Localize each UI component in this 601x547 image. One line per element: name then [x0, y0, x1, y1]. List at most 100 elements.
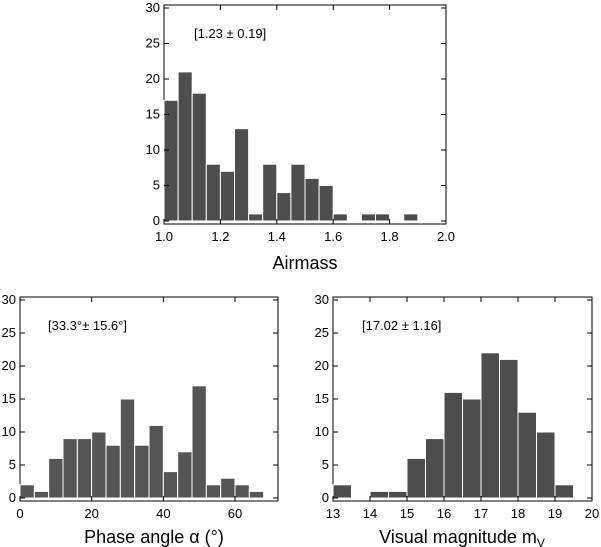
airmass-bar — [205, 163, 221, 222]
phase-angle-y-tick-label: 5 — [9, 457, 16, 472]
visual-magnitude-x-tick-label: 16 — [437, 506, 451, 521]
phase-angle-bar — [33, 490, 50, 499]
visual-magnitude-y-tick-label: 10 — [315, 424, 329, 439]
phase-angle-x-axis: 0 20 40 60 — [16, 297, 242, 521]
phase-angle-bar — [177, 451, 193, 499]
visual-magnitude-x-tick-label: 15 — [400, 506, 414, 521]
airmass-y-tick-label: 30 — [146, 0, 160, 15]
phase-angle-y-axis: 0 5 10 15 20 25 30 — [2, 292, 278, 505]
visual-magnitude-bar — [554, 484, 574, 499]
airmass-y-tick-label: 0 — [153, 213, 160, 228]
phase-angle-x-tick-label: 60 — [228, 506, 242, 521]
phase-angle-bar — [19, 484, 35, 499]
airmass-bar — [262, 163, 278, 222]
visual-magnitude-x-tick-label: 13 — [326, 506, 340, 521]
airmass-x-tick-label: 1.2 — [211, 229, 229, 244]
phase-angle-bar — [234, 484, 250, 499]
phase-angle-bar — [76, 438, 93, 499]
airmass-x-tick-label: 1.4 — [268, 229, 286, 244]
visual-magnitude-bar — [425, 438, 445, 499]
airmass-bar — [177, 71, 193, 222]
airmass-bar — [318, 185, 334, 222]
visual-magnitude-y-tick-label: 0 — [322, 490, 329, 505]
visual-magnitude-x-axis-title: Visual magnitude mV — [379, 527, 545, 547]
phase-angle-bar — [91, 431, 107, 499]
visual-magnitude-bar — [443, 391, 463, 499]
phase-angle-y-tick-label: 25 — [2, 325, 16, 340]
phase-angle-bar — [105, 444, 121, 499]
phase-angle-y-tick-label: 30 — [2, 292, 16, 307]
visual-magnitude-bar — [369, 490, 389, 499]
visual-magnitude-y-tick-label: 20 — [315, 358, 329, 373]
visual-magnitude-bar — [499, 358, 519, 499]
phase-angle-y-tick-label: 15 — [2, 391, 16, 406]
phase-angle-x-tick-label: 0 — [16, 506, 23, 521]
phase-angle-bar — [162, 471, 179, 499]
phase-angle-bar — [248, 490, 265, 499]
visual-magnitude-y-tick-label: 30 — [315, 292, 329, 307]
visual-magnitude-x-axis-title-subscript: V — [537, 536, 545, 547]
airmass-bar — [234, 128, 250, 222]
visual-magnitude-x-axis: 13 14 15 16 17 18 19 20 — [326, 297, 599, 521]
visual-magnitude-x-tick-label: 14 — [363, 506, 377, 521]
airmass-bar — [403, 213, 419, 222]
airmass-mean-annotation: [1.23 ± 0.19] — [194, 26, 266, 41]
phase-angle-bar — [191, 385, 207, 499]
phase-angle-histogram: 0 5 10 15 20 25 30 0 20 40 60 [33.3°± 15.6°] Phas… — [2, 292, 279, 547]
visual-magnitude-bar — [332, 484, 352, 499]
visual-magnitude-y-tick-label: 5 — [322, 457, 329, 472]
airmass-bar — [360, 213, 376, 222]
visual-magnitude-x-tick-label: 20 — [585, 506, 599, 521]
airmass-bar — [290, 163, 306, 222]
visual-magnitude-bar — [536, 431, 556, 499]
visual-magnitude-bar — [517, 411, 537, 499]
visual-magnitude-y-axis: 0 5 10 15 20 25 30 — [315, 292, 592, 505]
phase-angle-bar — [148, 424, 164, 499]
airmass-y-tick-label: 15 — [146, 107, 160, 122]
visual-magnitude-bar — [462, 398, 482, 499]
airmass-x-tick-label: 1.8 — [381, 229, 399, 244]
airmass-x-tick-label: 2.0 — [437, 229, 455, 244]
visual-magnitude-x-tick-label: 19 — [548, 506, 562, 521]
airmass-x-axis: 1.0 1.2 1.4 1.6 1.8 2.0 — [155, 5, 455, 244]
visual-magnitude-bar — [480, 352, 500, 499]
visual-magnitude-y-tick-label: 15 — [315, 391, 329, 406]
phase-angle-y-tick-label: 20 — [2, 358, 16, 373]
visual-magnitude-x-axis-title-main: Visual magnitude m — [379, 527, 537, 547]
airmass-bar — [304, 177, 320, 222]
visual-magnitude-x-tick-label: 18 — [511, 506, 525, 521]
airmass-x-tick-label: 1.0 — [155, 229, 173, 244]
phase-angle-y-tick-label: 0 — [9, 490, 16, 505]
airmass-y-tick-label: 20 — [146, 71, 160, 86]
visual-magnitude-bar — [406, 457, 426, 499]
visual-magnitude-mean-annotation: [17.02 ± 1.16] — [362, 318, 441, 333]
airmass-y-tick-label: 5 — [153, 178, 160, 193]
airmass-y-tick-label: 10 — [146, 142, 160, 157]
visual-magnitude-bar — [388, 490, 408, 499]
airmass-bar — [276, 192, 292, 222]
visual-magnitude-bars — [332, 352, 574, 499]
phase-angle-bar — [48, 457, 64, 499]
airmass-bar — [375, 213, 391, 222]
airmass-bar — [191, 92, 207, 222]
airmass-bar — [163, 99, 179, 222]
airmass-histogram: 0 5 10 15 20 25 30 1.0 1.2 1.4 1.6 1.8 2.0 [1.23 ± … — [146, 0, 456, 273]
visual-magnitude-x-tick-label: 17 — [474, 506, 488, 521]
phase-angle-y-tick-label: 10 — [2, 424, 16, 439]
phase-angle-bar — [62, 438, 78, 499]
airmass-y-tick-label: 25 — [146, 36, 160, 51]
airmass-bar — [219, 170, 235, 222]
airmass-bar — [332, 213, 348, 222]
phase-angle-mean-annotation: [33.3°± 15.6°] — [48, 318, 127, 333]
airmass-bars — [163, 71, 419, 222]
airmass-bar — [248, 213, 264, 222]
airmass-x-axis-title: Airmass — [272, 253, 337, 273]
phase-angle-bars — [19, 385, 265, 499]
phase-angle-x-axis-title: Phase angle α (°) — [84, 527, 224, 547]
phase-angle-bar — [220, 477, 236, 499]
phase-angle-bar — [205, 484, 222, 499]
visual-magnitude-histogram: 0 5 10 15 20 25 30 13 14 15 16 17 18 19 20 [17.02 ± 1… — [315, 292, 600, 547]
phase-angle-x-tick-label: 20 — [84, 506, 98, 521]
airmass-y-axis: 0 5 10 15 20 25 30 — [146, 0, 446, 228]
